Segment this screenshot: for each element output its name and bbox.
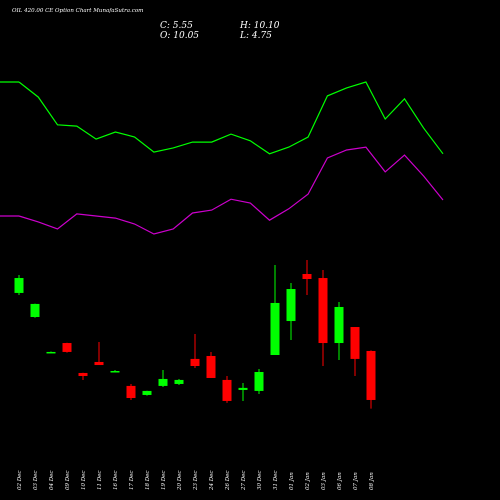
- candle-body: [174, 379, 184, 384]
- x-tick-label: 27 Dec: [241, 471, 247, 492]
- x-tick-label: 02 Dec: [17, 471, 23, 491]
- candle-body: [350, 327, 360, 359]
- header-open: O: 10.05: [160, 31, 199, 41]
- x-tick-label: 03 Dec: [33, 471, 39, 491]
- header-low: L: 4.75: [239, 31, 272, 41]
- indicator-line: [18, 146, 444, 235]
- candle-body: [14, 278, 24, 293]
- x-tick-label: 30 Dec: [257, 471, 263, 491]
- candle-body: [78, 372, 88, 377]
- indicator-line: [18, 81, 444, 155]
- candle-body: [334, 306, 344, 344]
- x-tick-label: 10 Dec: [81, 471, 87, 491]
- x-tick-label: 16 Dec: [113, 471, 119, 491]
- header-close: C: 5.55: [160, 21, 193, 31]
- header-high: H: 10.10: [239, 21, 280, 31]
- x-tick-label: 01 Jan: [289, 472, 295, 490]
- x-tick-label: 06 Jan: [337, 472, 343, 490]
- x-tick-label: 17 Dec: [129, 471, 135, 491]
- candle-body: [366, 350, 376, 400]
- x-tick-label: 07 Jan: [353, 472, 359, 490]
- x-tick-label: 04 Dec: [49, 471, 55, 491]
- x-tick-label: 08 Jan: [369, 472, 375, 490]
- chart-title: OIL 420.00 CE Option Chart MunafaSutra.c…: [12, 8, 143, 14]
- candle-body: [190, 358, 200, 367]
- candle-body: [126, 385, 136, 399]
- candle-body: [222, 379, 232, 401]
- candle-body: [62, 343, 72, 352]
- candle-body: [318, 278, 328, 344]
- x-tick-label: 23 Dec: [193, 471, 199, 492]
- candle-body: [302, 273, 312, 280]
- x-tick-label: 03 Jan: [321, 472, 327, 490]
- x-tick-label: 18 Dec: [145, 471, 151, 491]
- candle-body: [158, 378, 168, 386]
- x-tick-label: 20 Dec: [177, 471, 183, 492]
- candle-body: [286, 289, 296, 322]
- x-tick-label: 26 Dec: [225, 471, 231, 492]
- candle-body: [142, 390, 152, 395]
- x-tick-label: 31 Dec: [273, 471, 279, 491]
- candle-body: [46, 351, 56, 354]
- candle-body: [30, 303, 40, 318]
- x-tick-label: 02 Jan: [305, 472, 311, 490]
- candle-body: [254, 371, 264, 391]
- x-tick-label: 24 Dec: [209, 471, 215, 492]
- x-tick-label: 19 Dec: [161, 471, 167, 491]
- x-tick-label: 11 Dec: [97, 471, 103, 491]
- x-tick-label: 09 Dec: [65, 471, 71, 491]
- candle-body: [206, 355, 216, 378]
- candle-body: [94, 361, 104, 366]
- candle-body: [110, 371, 120, 373]
- candle-body: [270, 302, 280, 356]
- candle-body: [238, 387, 248, 390]
